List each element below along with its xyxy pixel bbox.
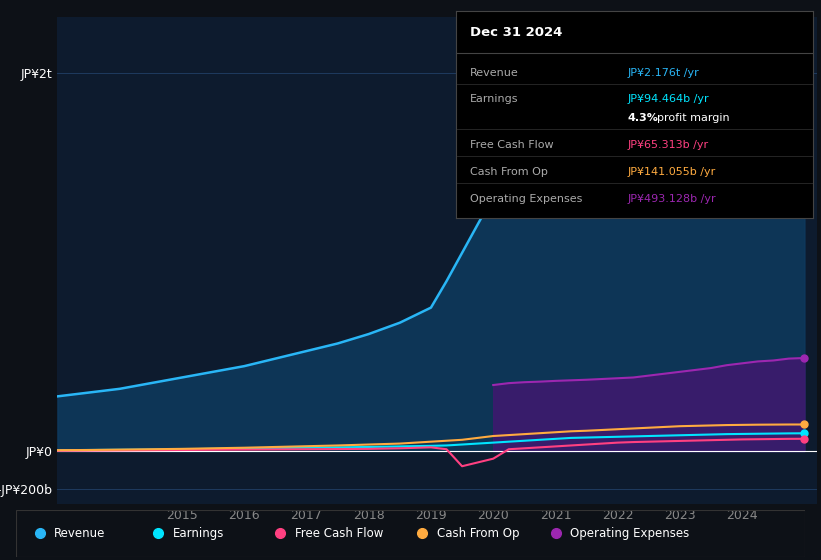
Text: Operating Expenses: Operating Expenses: [571, 527, 690, 540]
Text: Operating Expenses: Operating Expenses: [470, 194, 582, 204]
Text: JP¥65.313b /yr: JP¥65.313b /yr: [627, 140, 709, 150]
Text: Cash From Op: Cash From Op: [470, 167, 548, 177]
Text: Free Cash Flow: Free Cash Flow: [470, 140, 553, 150]
Text: Earnings: Earnings: [172, 527, 224, 540]
Text: Revenue: Revenue: [470, 68, 519, 77]
Text: JP¥2.176t /yr: JP¥2.176t /yr: [627, 68, 699, 77]
Text: 4.3%: 4.3%: [627, 113, 658, 123]
Text: JP¥141.055b /yr: JP¥141.055b /yr: [627, 167, 715, 177]
Text: Revenue: Revenue: [54, 527, 106, 540]
Text: profit margin: profit margin: [658, 113, 730, 123]
Text: JP¥493.128b /yr: JP¥493.128b /yr: [627, 194, 716, 204]
Text: Free Cash Flow: Free Cash Flow: [295, 527, 383, 540]
Text: JP¥94.464b /yr: JP¥94.464b /yr: [627, 95, 709, 105]
Text: Dec 31 2024: Dec 31 2024: [470, 26, 562, 39]
Text: Cash From Op: Cash From Op: [437, 527, 519, 540]
Text: Earnings: Earnings: [470, 95, 518, 105]
